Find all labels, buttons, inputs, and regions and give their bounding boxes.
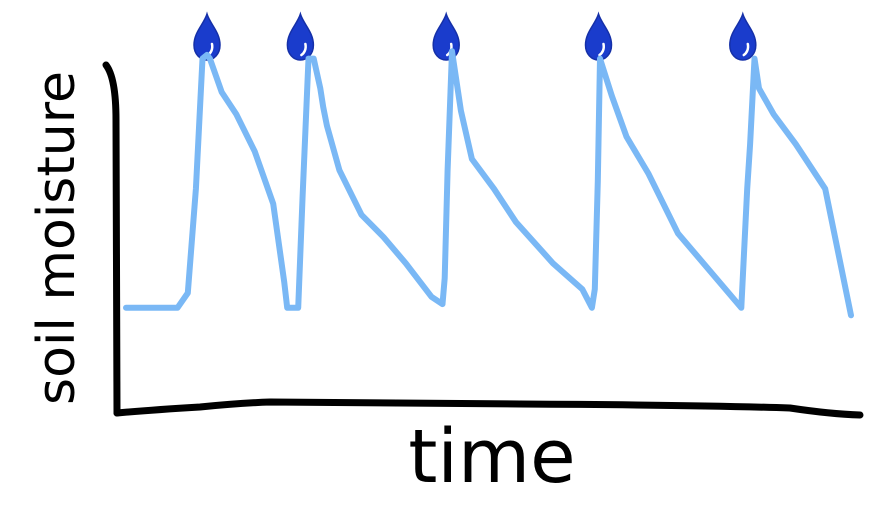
water-drop-shape xyxy=(193,11,221,61)
water-drop-shape xyxy=(729,11,757,61)
y-axis-label: soil moisture xyxy=(27,71,87,405)
y-axis xyxy=(102,61,121,417)
water-drop-shape xyxy=(584,11,613,61)
water-drop-shape xyxy=(286,11,315,61)
water-drop-icon xyxy=(584,11,613,61)
x-axis-label: time xyxy=(408,414,575,500)
water-drop-highlight xyxy=(598,42,605,57)
watering-drops xyxy=(193,11,757,61)
water-drop-highlight xyxy=(300,42,307,57)
soil-moisture-line xyxy=(123,48,854,319)
water-drop-highlight xyxy=(742,42,750,57)
water-drop-icon xyxy=(729,11,757,61)
x-axis xyxy=(113,398,864,419)
water-drop-icon xyxy=(286,11,315,61)
